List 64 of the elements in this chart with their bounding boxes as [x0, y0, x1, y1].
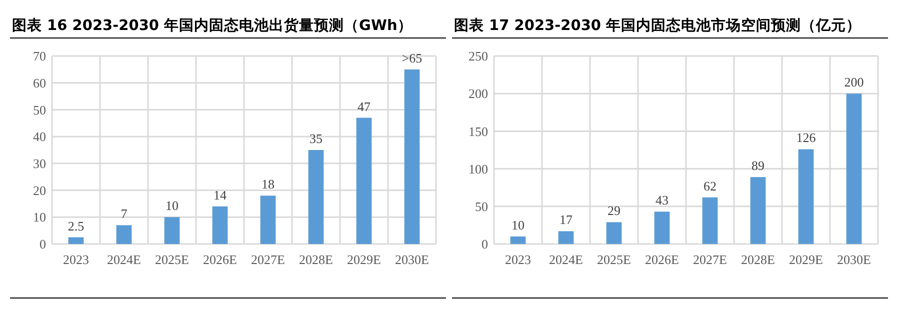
data-label: 2.5 [68, 218, 84, 234]
bar [510, 236, 526, 244]
x-tick-label: 2026E [203, 252, 238, 267]
y-tick-label: 10 [33, 210, 46, 225]
data-label: >65 [402, 50, 422, 66]
bar [404, 69, 420, 244]
data-label: 62 [704, 178, 716, 194]
x-tick-label: 2025E [597, 252, 632, 267]
y-tick-label: 0 [482, 236, 488, 252]
data-label: 89 [752, 158, 764, 174]
data-label: 47 [358, 98, 371, 114]
data-label: 7 [120, 206, 128, 222]
data-label: 10 [512, 217, 524, 232]
x-tick-label: 2027E [693, 252, 728, 267]
bar [702, 197, 718, 244]
x-tick-label: 2024E [107, 252, 142, 267]
y-tick-label: 150 [468, 124, 488, 139]
x-tick-label: 2027E [251, 252, 286, 267]
bar [558, 231, 574, 244]
y-tick-label: 60 [33, 75, 46, 90]
data-label: 29 [608, 203, 620, 218]
x-tick-label: 2025E [155, 252, 190, 267]
x-tick-label: 2029E [347, 252, 382, 267]
x-tick-label: 2023 [63, 252, 89, 267]
bar [750, 177, 766, 244]
bar [212, 206, 228, 244]
y-tick-label: 200 [468, 86, 488, 102]
bar [260, 196, 276, 244]
bar [798, 149, 814, 244]
bar [654, 212, 670, 244]
x-tick-label: 2028E [299, 252, 334, 267]
x-tick-label: 2026E [645, 252, 680, 267]
bar [164, 217, 180, 244]
chart-title: 图表 17 2023-2030 年国内固态电池市场空间预测（亿元） [454, 16, 862, 34]
y-tick-label: 250 [468, 48, 488, 64]
y-tick-label: 50 [33, 102, 46, 118]
bar [846, 94, 862, 244]
bar [356, 118, 372, 244]
y-tick-label: 40 [33, 129, 46, 144]
x-tick-label: 2030E [395, 252, 430, 267]
data-label: 35 [310, 131, 322, 146]
bar [68, 237, 84, 244]
y-tick-label: 100 [468, 161, 488, 176]
data-label: 126 [796, 130, 816, 146]
data-label: 18 [262, 176, 274, 192]
x-tick-label: 2028E [741, 252, 776, 267]
data-label: 200 [844, 74, 864, 90]
x-tick-label: 2030E [837, 252, 872, 267]
x-tick-label: 2023 [505, 252, 531, 267]
data-label: 14 [214, 187, 227, 202]
data-label: 17 [560, 212, 573, 228]
x-tick-label: 2029E [789, 252, 824, 267]
chart-title: 图表 16 2023-2030 年国内固态电池出货量预测（GWh） [12, 17, 412, 34]
data-label: 43 [656, 192, 668, 208]
x-tick-label: 2024E [549, 252, 584, 267]
y-tick-label: 70 [33, 48, 46, 64]
bar [606, 222, 622, 244]
y-tick-label: 0 [40, 236, 46, 252]
y-tick-label: 30 [33, 156, 46, 171]
bar [308, 150, 324, 244]
data-label: 10 [166, 198, 178, 214]
y-tick-label: 50 [475, 198, 488, 214]
bar [116, 225, 132, 244]
y-tick-label: 20 [33, 182, 46, 198]
